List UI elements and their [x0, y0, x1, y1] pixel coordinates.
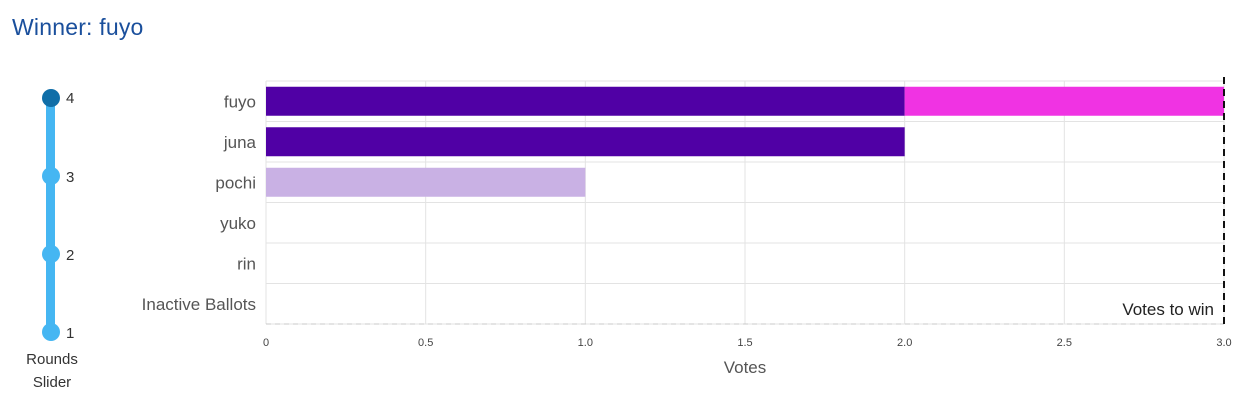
slider-stop-round-2[interactable] [42, 245, 60, 263]
category-label: pochi [215, 173, 256, 192]
slider-stop-round-4[interactable] [42, 89, 60, 107]
category-label: yuko [220, 214, 256, 233]
x-tick-label: 2.5 [1057, 337, 1072, 349]
slider-stop-round-3[interactable] [42, 167, 60, 185]
category-label: rin [237, 254, 256, 273]
slider-label-round-1: 1 [66, 325, 75, 342]
x-tick-label: 2.0 [897, 337, 912, 349]
slider-label-round-2: 2 [66, 247, 75, 264]
x-axis-title: Votes [724, 358, 767, 377]
x-tick-label: 1.0 [578, 337, 593, 349]
bar-fuyo-segment-1 [266, 86, 905, 116]
slider-stop-round-1[interactable] [42, 323, 60, 341]
bar-fuyo-segment-2 [904, 86, 1224, 116]
rounds-slider[interactable]: 4 3 2 1 [40, 88, 110, 348]
page-title: Winner: fuyo [12, 14, 144, 40]
threshold-label: Votes to win [1122, 300, 1214, 319]
slider-caption-line1: Rounds [26, 351, 78, 368]
category-label: juna [223, 133, 257, 152]
slider-label-round-4: 4 [66, 90, 75, 107]
x-tick-label: 0 [263, 337, 269, 349]
category-label: Inactive Ballots [142, 295, 256, 314]
x-tick-label: 3.0 [1216, 337, 1231, 349]
category-label: fuyo [224, 92, 256, 111]
slider-caption: Rounds Slider [12, 348, 92, 394]
slider-track[interactable] [46, 98, 55, 332]
bar-pochi-segment-1 [266, 167, 586, 197]
x-tick-label: 1.5 [737, 337, 752, 349]
slider-label-round-3: 3 [66, 169, 75, 186]
bar-juna-segment-1 [266, 127, 905, 157]
slider-caption-line2: Slider [32, 374, 72, 391]
x-tick-label: 0.5 [418, 337, 433, 349]
